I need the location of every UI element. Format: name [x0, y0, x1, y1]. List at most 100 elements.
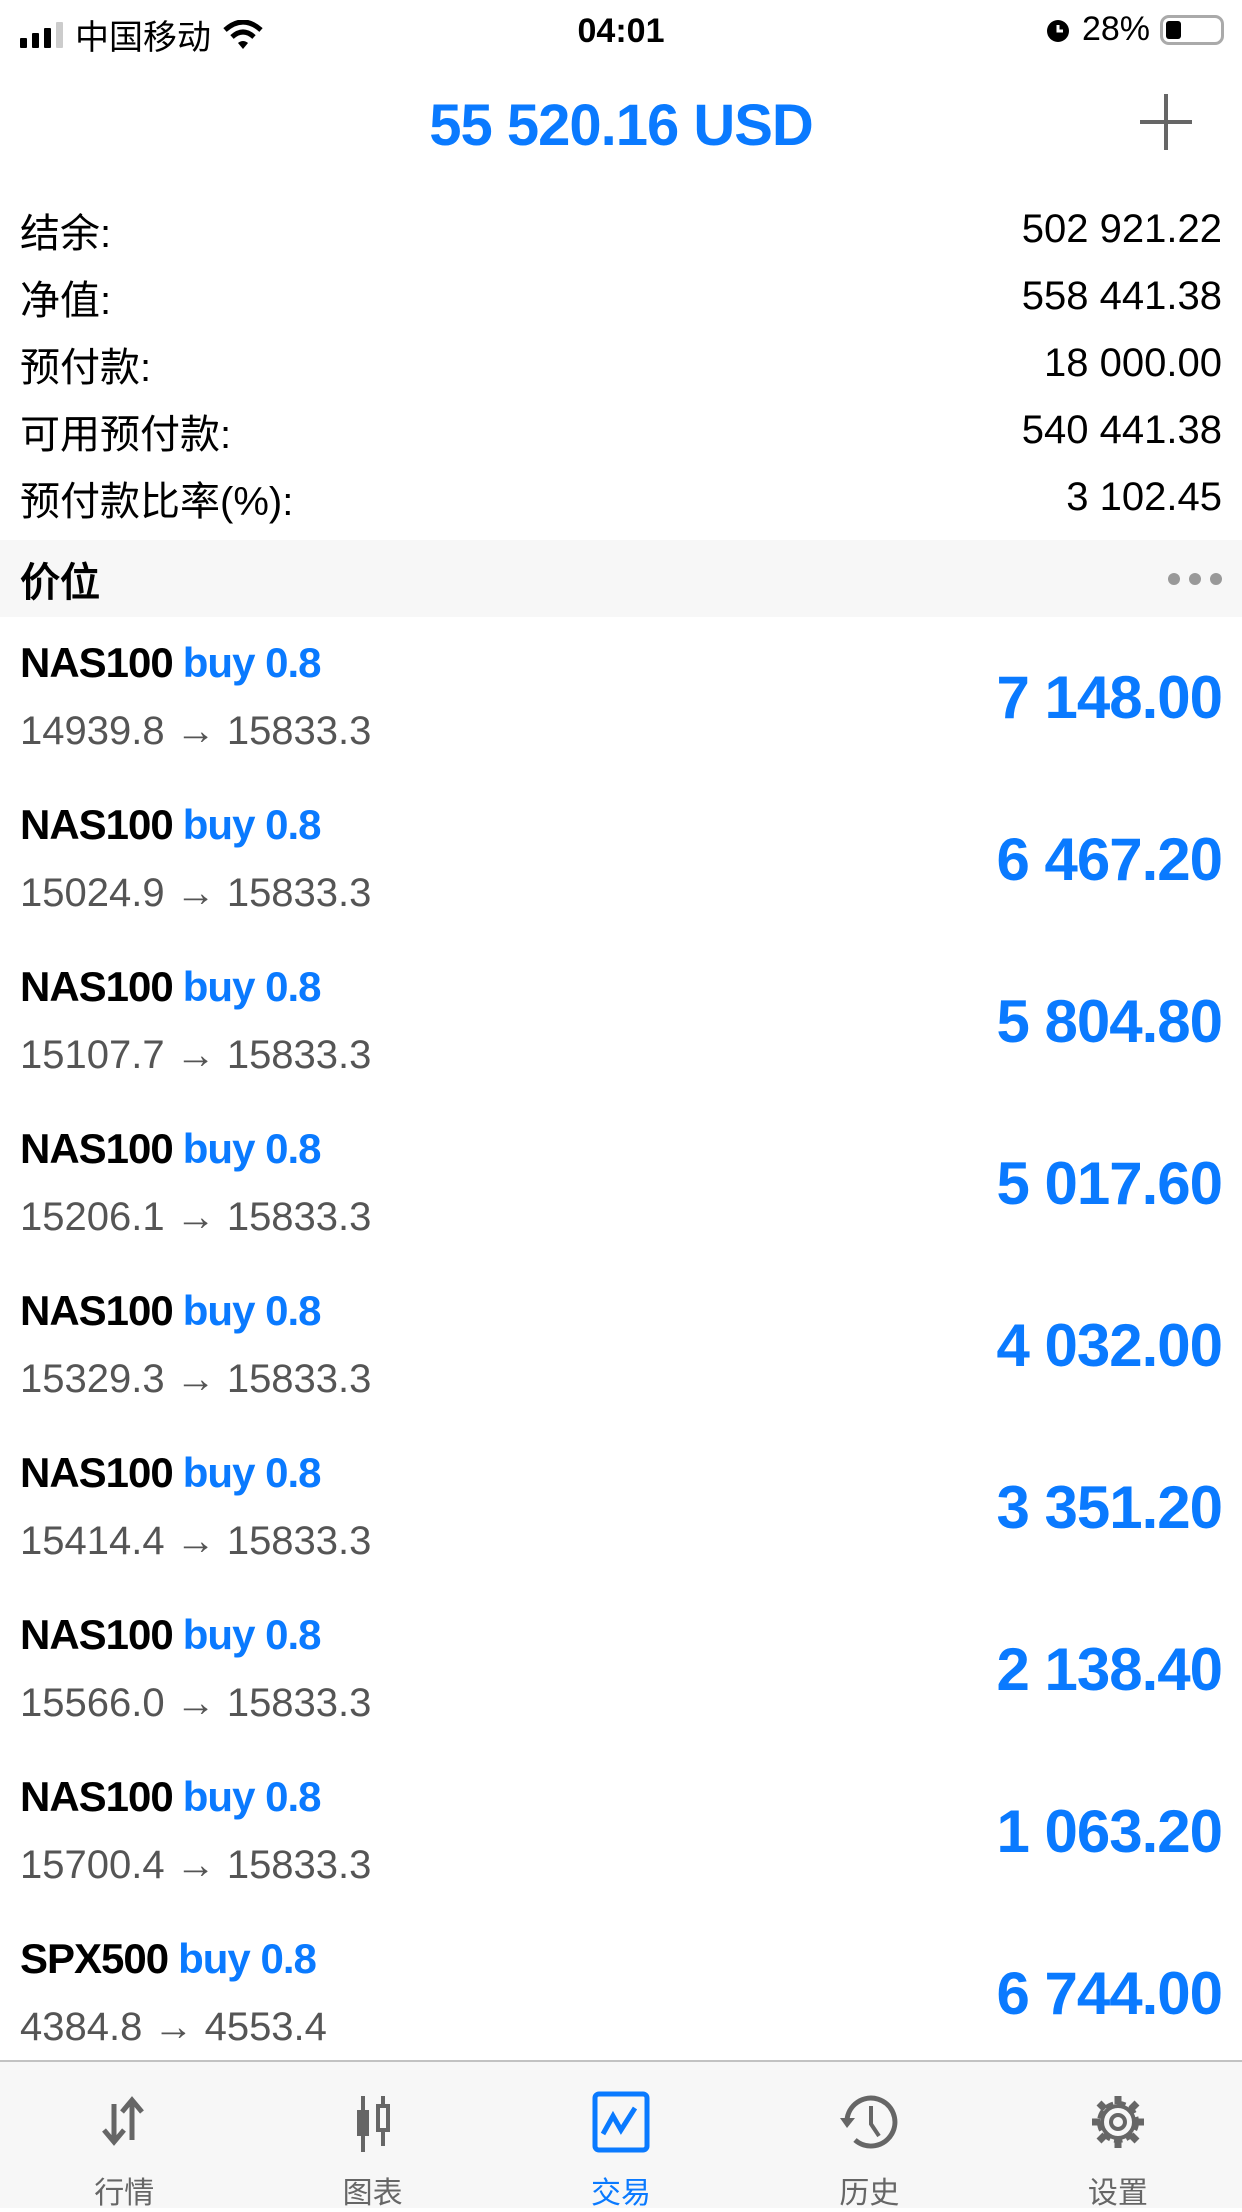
free-margin-row: 可用预付款: 540 441.38	[0, 397, 1242, 464]
profit: 7 148.00	[996, 664, 1223, 731]
tab-label: 设置	[1087, 2177, 1148, 2210]
position-row[interactable]: NAS100 buy 0.8 15566.0 → 15833.3 2 138.40	[0, 1589, 1242, 1751]
quotes-arrows-icon	[102, 2096, 145, 2146]
value: 502 921.22	[1021, 207, 1222, 251]
signal-icon	[20, 21, 63, 48]
clock: 04:01	[577, 12, 665, 50]
profit: 4 032.00	[996, 1312, 1223, 1379]
position-title: NAS100 buy 0.8	[20, 1773, 321, 1821]
tab-label: 行情	[94, 2177, 155, 2210]
add-order-button[interactable]	[1136, 92, 1196, 152]
profit: 5 804.80	[996, 988, 1223, 1055]
order-type: buy 0.8	[182, 1449, 322, 1496]
candlestick-icon	[356, 2096, 390, 2152]
label: 净值:	[20, 278, 112, 323]
order-type: buy 0.8	[182, 1287, 322, 1334]
position-title: NAS100 buy 0.8	[20, 801, 321, 849]
symbol: NAS100	[20, 801, 174, 848]
price-range: 14939.8 → 15833.3	[20, 709, 372, 753]
order-type: buy 0.8	[182, 1125, 322, 1172]
price-range: 15024.9 → 15833.3	[20, 871, 372, 915]
symbol: NAS100	[20, 639, 174, 686]
position-title: SPX500 buy 0.8	[20, 1935, 317, 1983]
tab-bar: 行情 图表 交易 历史 设置	[0, 2060, 1242, 2210]
tab-label: 交易	[591, 2177, 652, 2210]
order-type: buy 0.8	[182, 1611, 322, 1658]
symbol: SPX500	[20, 1935, 169, 1982]
tab-trade[interactable]: 交易	[497, 2062, 745, 2210]
label: 预付款:	[20, 345, 152, 390]
profit: 6 744.00	[996, 1960, 1223, 2027]
header: 55 520.16 USD	[0, 88, 1242, 168]
position-row[interactable]: NAS100 buy 0.8 14939.8 → 15833.3 7 148.00	[0, 617, 1242, 779]
section-title: 价位	[20, 560, 100, 605]
profit: 3 351.20	[996, 1474, 1223, 1541]
position-row[interactable]: NAS100 buy 0.8 15414.4 → 15833.3 3 351.20	[0, 1427, 1242, 1589]
symbol: NAS100	[20, 1773, 174, 1820]
tab-label: 历史	[839, 2177, 900, 2210]
symbol: NAS100	[20, 963, 174, 1010]
gear-icon	[1091, 2096, 1144, 2148]
history-clock-icon	[840, 2095, 898, 2149]
price-range: 15700.4 → 15833.3	[20, 1843, 372, 1887]
margin-level-row: 预付款比率(%): 3 102.45	[0, 464, 1242, 531]
position-title: NAS100 buy 0.8	[20, 639, 321, 687]
more-icon[interactable]	[1168, 572, 1222, 585]
position-row[interactable]: NAS100 buy 0.8 15107.7 → 15833.3 5 804.80	[0, 941, 1242, 1103]
alarm-icon	[1046, 19, 1069, 42]
order-type: buy 0.8	[178, 1935, 317, 1982]
position-row[interactable]: NAS100 buy 0.8 15329.3 → 15833.3 4 032.00	[0, 1265, 1242, 1427]
order-type: buy 0.8	[182, 639, 322, 686]
positions-list: NAS100 buy 0.8 14939.8 → 15833.3 7 148.00…	[0, 617, 1242, 2075]
profit: 2 138.40	[996, 1636, 1223, 1703]
position-title: NAS100 buy 0.8	[20, 1611, 321, 1659]
value: 558 441.38	[1021, 274, 1222, 318]
positions-header: 价位	[0, 540, 1242, 617]
account-profit-title: 55 520.16 USD	[429, 93, 814, 158]
tab-history[interactable]: 历史	[745, 2062, 993, 2210]
price-range: 15566.0 → 15833.3	[20, 1681, 372, 1725]
order-type: buy 0.8	[182, 1773, 322, 1820]
tab-quotes[interactable]: 行情	[0, 2062, 248, 2210]
profit: 6 467.20	[996, 826, 1223, 893]
equity-row: 净值: 558 441.38	[0, 263, 1242, 330]
tab-charts[interactable]: 图表	[248, 2062, 496, 2210]
margin-row: 预付款: 18 000.00	[0, 330, 1242, 397]
price-range: 4384.8 → 4553.4	[20, 2005, 327, 2049]
symbol: NAS100	[20, 1449, 174, 1496]
position-row[interactable]: NAS100 buy 0.8 15206.1 → 15833.3 5 017.60	[0, 1103, 1242, 1265]
balance-row: 结余: 502 921.22	[0, 196, 1242, 263]
carrier: 中国移动	[75, 19, 211, 57]
account-summary: 结余: 502 921.22 净值: 558 441.38 预付款: 18 000.0…	[0, 196, 1242, 531]
position-title: NAS100 buy 0.8	[20, 1449, 321, 1497]
value: 3 102.45	[1066, 475, 1222, 519]
battery-icon	[1160, 14, 1224, 45]
value: 540 441.38	[1021, 408, 1222, 452]
position-title: NAS100 buy 0.8	[20, 963, 321, 1011]
price-range: 15206.1 → 15833.3	[20, 1195, 372, 1239]
symbol: NAS100	[20, 1287, 174, 1334]
order-type: buy 0.8	[182, 963, 322, 1010]
position-row[interactable]: NAS100 buy 0.8 15700.4 → 15833.3 1 063.20	[0, 1751, 1242, 1913]
symbol: NAS100	[20, 1125, 174, 1172]
wifi-icon	[223, 19, 263, 49]
order-type: buy 0.8	[182, 801, 322, 848]
label: 结余:	[20, 211, 112, 256]
status-bar: 中国移动 04:01 28%	[0, 0, 1242, 88]
label: 可用预付款:	[20, 412, 232, 457]
tab-label: 图表	[342, 2177, 403, 2210]
value: 18 000.00	[1044, 341, 1222, 385]
profit: 5 017.60	[996, 1150, 1223, 1217]
price-range: 15107.7 → 15833.3	[20, 1033, 372, 1077]
position-row[interactable]: SPX500 buy 0.8 4384.8 → 4553.4 6 744.00	[0, 1913, 1242, 2075]
tab-settings[interactable]: 设置	[994, 2062, 1242, 2210]
trade-chart-icon	[592, 2091, 650, 2153]
position-title: NAS100 buy 0.8	[20, 1287, 321, 1335]
profit: 1 063.20	[996, 1798, 1223, 1865]
price-range: 15414.4 → 15833.3	[20, 1519, 372, 1563]
battery-percent: 28%	[1081, 10, 1150, 48]
position-title: NAS100 buy 0.8	[20, 1125, 321, 1173]
position-row[interactable]: NAS100 buy 0.8 15024.9 → 15833.3 6 467.20	[0, 779, 1242, 941]
price-range: 15329.3 → 15833.3	[20, 1357, 372, 1401]
symbol: NAS100	[20, 1611, 174, 1658]
